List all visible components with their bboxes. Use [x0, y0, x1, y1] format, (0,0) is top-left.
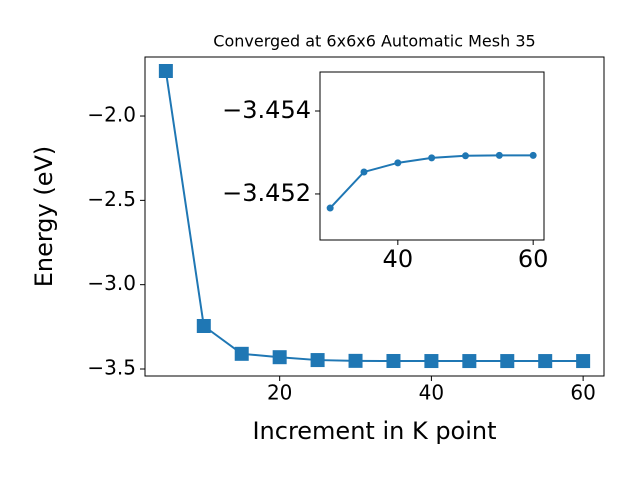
marker: [461, 152, 469, 160]
x-tick-label: 40: [383, 245, 414, 273]
marker: [196, 318, 211, 333]
marker: [310, 353, 325, 368]
marker: [424, 354, 439, 369]
marker: [360, 168, 368, 176]
marker: [234, 346, 249, 361]
y-tick-label: −3.5: [87, 356, 136, 380]
marker: [576, 354, 591, 369]
marker: [348, 353, 363, 368]
marker: [529, 151, 537, 159]
marker: [495, 151, 503, 159]
y-tick-label: −2.0: [87, 103, 136, 127]
marker: [326, 204, 334, 212]
x-tick-label: 20: [267, 381, 292, 405]
marker: [158, 63, 173, 78]
y-tick-label: −3.452: [222, 179, 311, 207]
marker: [386, 353, 401, 368]
marker: [428, 154, 436, 162]
x-tick-label: 40: [419, 381, 444, 405]
y-tick-label: −3.0: [87, 271, 136, 295]
y-tick-label: −3.454: [222, 96, 311, 124]
marker: [272, 350, 287, 365]
marker: [500, 354, 515, 369]
marker: [538, 354, 553, 369]
axes-frame: [144, 56, 605, 377]
y-tick-label: −2.5: [87, 187, 136, 211]
x-tick-label: 60: [570, 381, 595, 405]
y-axis-label: Energy (eV): [30, 146, 58, 288]
x-axis-label: Increment in K point: [252, 417, 496, 445]
marker: [462, 354, 477, 369]
x-tick-label: 60: [518, 245, 549, 273]
marker: [394, 159, 402, 167]
chart-title: Converged at 6x6x6 Automatic Mesh 35: [213, 32, 535, 51]
axes-frame: [319, 71, 545, 241]
